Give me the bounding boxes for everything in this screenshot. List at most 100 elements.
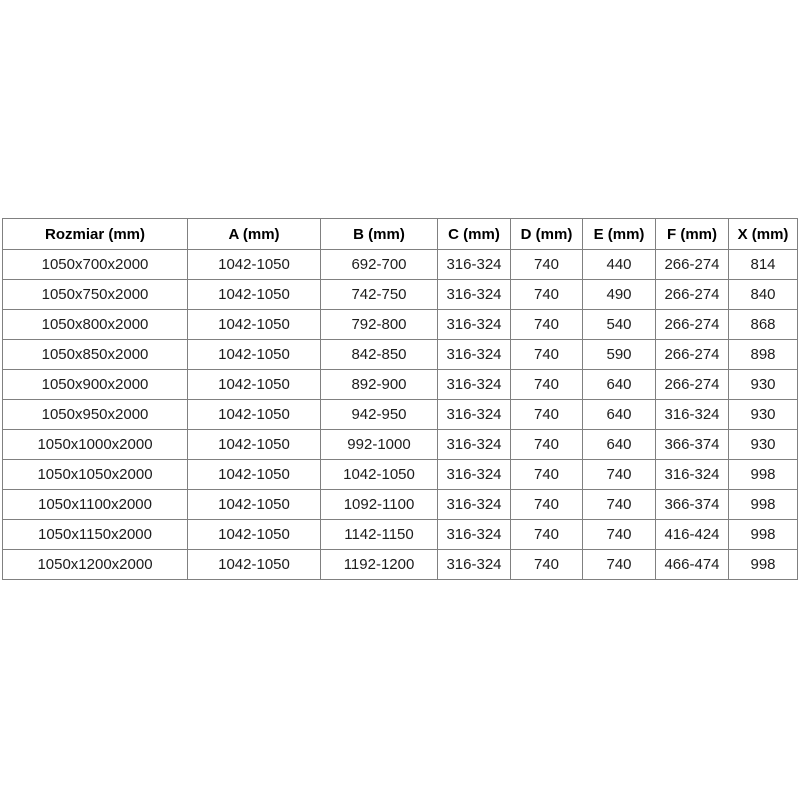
table-cell: 316-324	[655, 399, 729, 430]
table-cell: 740	[510, 519, 583, 550]
column-header: X (mm)	[728, 218, 798, 250]
table-cell: 466-474	[655, 549, 729, 580]
table-cell: 1050x1000x2000	[2, 429, 188, 460]
table-row: 1050x750x2000 1042-1050 742-750 316-324 740 4…	[2, 279, 798, 310]
table-cell: 316-324	[437, 309, 511, 340]
column-header: C (mm)	[437, 218, 511, 250]
table-cell: 814	[728, 249, 798, 280]
table-cell: 1050x950x2000	[2, 399, 188, 430]
table-cell: 366-374	[655, 489, 729, 520]
table-cell: 1042-1050	[187, 519, 321, 550]
table-header-row: Rozmiar (mm) A (mm) B (mm) C (mm) D (mm) E (m…	[2, 218, 798, 250]
table-cell: 942-950	[320, 399, 438, 430]
table-cell: 1042-1050	[187, 339, 321, 370]
table-row: 1050x800x2000 1042-1050 792-800 316-324 740 5…	[2, 309, 798, 340]
table-row: 1050x1100x2000 1042-1050 1092-1100 316-324 7…	[2, 489, 798, 520]
column-header: E (mm)	[582, 218, 656, 250]
table-cell: 640	[582, 369, 656, 400]
table-cell: 740	[510, 249, 583, 280]
table-cell: 1050x800x2000	[2, 309, 188, 340]
table-cell: 1050x850x2000	[2, 339, 188, 370]
column-header: Rozmiar (mm)	[2, 218, 188, 250]
table-cell: 740	[582, 489, 656, 520]
table-cell: 1042-1050	[187, 369, 321, 400]
table-cell: 1042-1050	[187, 459, 321, 490]
table-row: 1050x700x2000 1042-1050 692-700 316-324 740 4…	[2, 249, 798, 280]
table-cell: 740	[582, 459, 656, 490]
table-cell: 740	[510, 339, 583, 370]
table-cell: 998	[728, 459, 798, 490]
table-cell: 1142-1150	[320, 519, 438, 550]
table-cell: 998	[728, 549, 798, 580]
table-cell: 640	[582, 399, 656, 430]
table-cell: 1042-1050	[187, 549, 321, 580]
table-cell: 1042-1050	[187, 399, 321, 430]
table-cell: 540	[582, 309, 656, 340]
table-cell: 1050x1050x2000	[2, 459, 188, 490]
table-cell: 842-850	[320, 339, 438, 370]
table-cell: 316-324	[655, 459, 729, 490]
table-cell: 1050x1100x2000	[2, 489, 188, 520]
table-row: 1050x850x2000 1042-1050 842-850 316-324 740 5…	[2, 339, 798, 370]
table-cell: 1042-1050	[187, 279, 321, 310]
table-cell: 740	[510, 399, 583, 430]
table-cell: 930	[728, 399, 798, 430]
table-row: 1050x1000x2000 1042-1050 992-1000 316-324 74…	[2, 429, 798, 460]
table-cell: 740	[582, 549, 656, 580]
table-cell: 1050x1150x2000	[2, 519, 188, 550]
column-header: B (mm)	[320, 218, 438, 250]
table-cell: 490	[582, 279, 656, 310]
table-cell: 792-800	[320, 309, 438, 340]
dimensions-table: Rozmiar (mm) A (mm) B (mm) C (mm) D (mm) E (m…	[2, 218, 798, 580]
table-cell: 740	[510, 309, 583, 340]
table-cell: 1050x900x2000	[2, 369, 188, 400]
table-cell: 1050x700x2000	[2, 249, 188, 280]
table-cell: 1192-1200	[320, 549, 438, 580]
table-cell: 316-324	[437, 549, 511, 580]
table-cell: 1092-1100	[320, 489, 438, 520]
table-cell: 266-274	[655, 279, 729, 310]
table-cell: 266-274	[655, 369, 729, 400]
column-header: A (mm)	[187, 218, 321, 250]
table-cell: 992-1000	[320, 429, 438, 460]
table-cell: 692-700	[320, 249, 438, 280]
table-cell: 740	[582, 519, 656, 550]
table-cell: 316-324	[437, 519, 511, 550]
table-row: 1050x950x2000 1042-1050 942-950 316-324 740 6…	[2, 399, 798, 430]
table-cell: 316-324	[437, 249, 511, 280]
table-cell: 1042-1050	[187, 309, 321, 340]
table-cell: 440	[582, 249, 656, 280]
table-cell: 840	[728, 279, 798, 310]
table-cell: 266-274	[655, 309, 729, 340]
table-row: 1050x1050x2000 1042-1050 1042-1050 316-324 7…	[2, 459, 798, 490]
table-cell: 1042-1050	[187, 249, 321, 280]
table-cell: 740	[510, 459, 583, 490]
table-cell: 366-374	[655, 429, 729, 460]
table-cell: 316-324	[437, 369, 511, 400]
table-cell: 316-324	[437, 279, 511, 310]
table-cell: 1042-1050	[320, 459, 438, 490]
table-cell: 740	[510, 279, 583, 310]
table-cell: 1050x750x2000	[2, 279, 188, 310]
table-cell: 416-424	[655, 519, 729, 550]
table-row: 1050x1150x2000 1042-1050 1142-1150 316-324 7…	[2, 519, 798, 550]
table-cell: 640	[582, 429, 656, 460]
table-cell: 740	[510, 489, 583, 520]
table-cell: 316-324	[437, 339, 511, 370]
table-cell: 740	[510, 369, 583, 400]
table-cell: 1050x1200x2000	[2, 549, 188, 580]
table-cell: 868	[728, 309, 798, 340]
table-cell: 316-324	[437, 459, 511, 490]
table-cell: 898	[728, 339, 798, 370]
table-row: 1050x900x2000 1042-1050 892-900 316-324 740 6…	[2, 369, 798, 400]
table-cell: 742-750	[320, 279, 438, 310]
table-cell: 316-324	[437, 399, 511, 430]
table-cell: 316-324	[437, 489, 511, 520]
table-cell: 930	[728, 369, 798, 400]
table-cell: 998	[728, 489, 798, 520]
table-cell: 590	[582, 339, 656, 370]
column-header: D (mm)	[510, 218, 583, 250]
table-cell: 1042-1050	[187, 489, 321, 520]
table-cell: 266-274	[655, 249, 729, 280]
